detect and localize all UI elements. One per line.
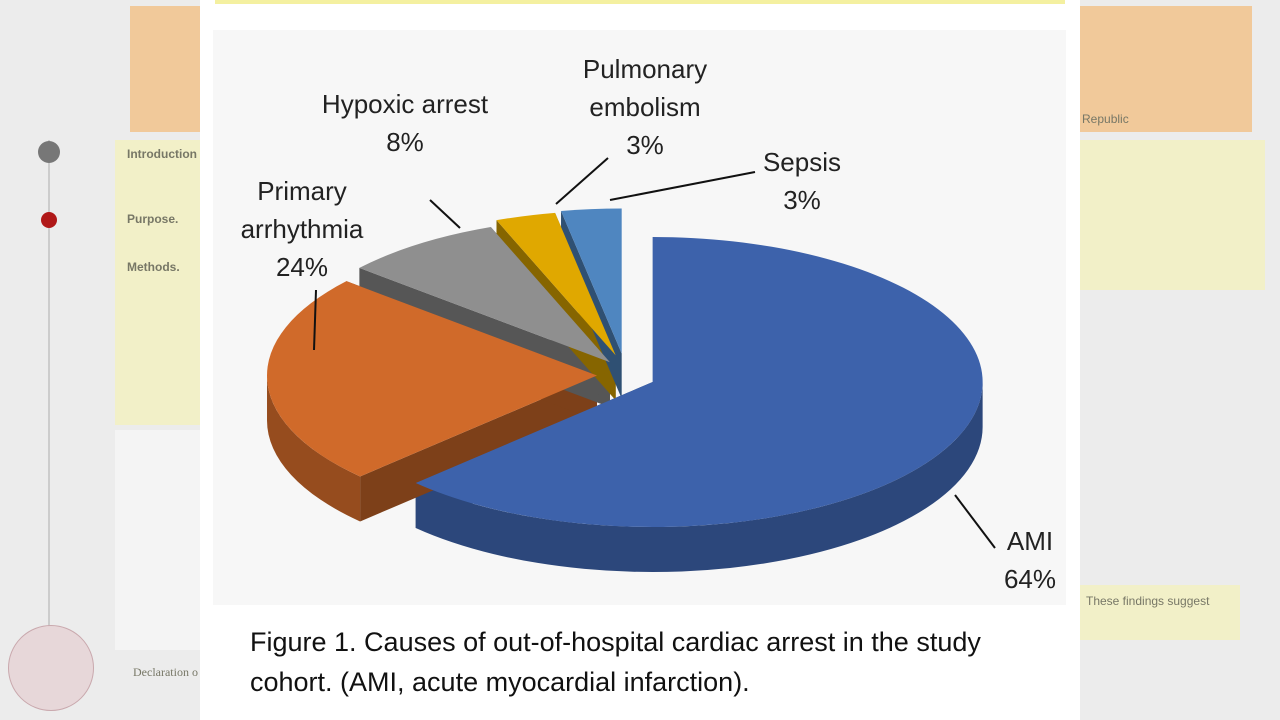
slice-label: Sepsis 3% bbox=[707, 143, 897, 219]
leader-line bbox=[954, 494, 996, 549]
leader-line bbox=[429, 199, 461, 229]
poster-intro-box bbox=[115, 140, 200, 425]
value-label: 64% bbox=[1003, 564, 1057, 594]
slice bbox=[561, 208, 622, 354]
poster-figure-box bbox=[115, 430, 200, 650]
slice bbox=[359, 227, 610, 363]
leader-line bbox=[555, 157, 609, 205]
slice-side bbox=[415, 382, 983, 573]
top-strip bbox=[215, 0, 1065, 4]
slice-side bbox=[267, 375, 361, 522]
slice-label: Primary arrhythmia 24% bbox=[222, 172, 382, 286]
category-label: Pulmonary embolism bbox=[582, 54, 708, 122]
category-label: Primary arrhythmia bbox=[240, 176, 364, 244]
slice-label: AMI 64% bbox=[990, 522, 1070, 598]
poster-conclusion-box bbox=[1080, 585, 1240, 640]
poster-results-box bbox=[1080, 140, 1265, 290]
category-label: Sepsis bbox=[762, 147, 842, 177]
value-label: 3% bbox=[626, 130, 664, 160]
figure-caption: Figure 1. Causes of out-of-hospital card… bbox=[250, 627, 981, 697]
value-label: 3% bbox=[783, 185, 821, 215]
poster-text: Declaration o bbox=[133, 665, 198, 679]
slice-label: Pulmonary embolism 3% bbox=[560, 50, 730, 164]
poster-text: These findings suggest bbox=[1086, 594, 1210, 608]
slice bbox=[415, 237, 983, 528]
slice bbox=[496, 212, 616, 356]
slice bbox=[267, 281, 598, 477]
slice-label: Hypoxic arrest 8% bbox=[310, 85, 500, 161]
poster-text: Purpose. bbox=[127, 212, 179, 226]
value-label: 24% bbox=[275, 252, 329, 282]
category-label: AMI bbox=[1006, 526, 1054, 556]
timeline bbox=[48, 140, 50, 640]
poster-header-right bbox=[1080, 6, 1252, 132]
timeline-dot bbox=[38, 141, 60, 163]
leader-line bbox=[609, 171, 756, 201]
value-label: 8% bbox=[386, 127, 424, 157]
leader-line bbox=[313, 289, 317, 351]
category-label: Hypoxic arrest bbox=[321, 89, 489, 119]
poster-text: Methods. bbox=[127, 260, 180, 274]
globe bbox=[8, 625, 94, 711]
poster-text: Introduction bbox=[127, 147, 197, 161]
poster-text: Republic bbox=[1082, 112, 1129, 126]
slice-edge bbox=[360, 375, 598, 522]
timeline-dot bbox=[41, 212, 57, 228]
poster-header-left bbox=[130, 6, 200, 132]
